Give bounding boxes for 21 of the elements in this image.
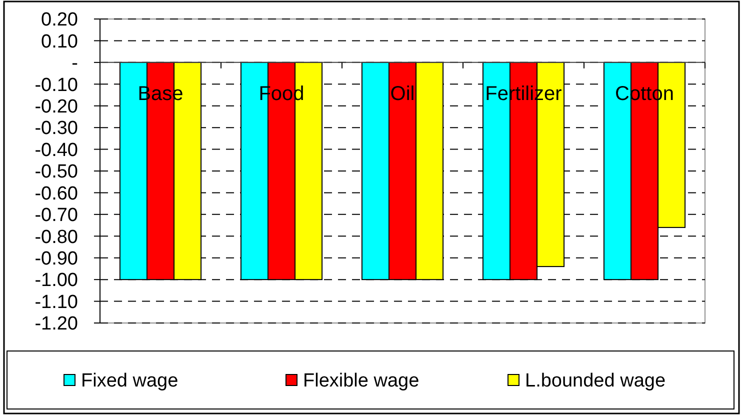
y-tick-label: 0.20: [41, 10, 78, 31]
legend-label: Flexible wage: [303, 370, 420, 392]
x-tick-label: Fertilizer: [485, 82, 562, 105]
legend-label: L.bounded wage: [525, 370, 666, 392]
y-tick-label: -1.10: [34, 292, 78, 313]
y-tick-label: -: [72, 53, 78, 74]
y-tick-label: -0.90: [34, 248, 78, 270]
y-tick-label: -0.80: [34, 226, 78, 248]
y-tick-label: -0.60: [34, 183, 78, 204]
y-tick-label: -0.70: [34, 205, 78, 226]
y-tick-label: -0.50: [34, 162, 78, 183]
legend-label: Fixed wage: [81, 370, 178, 392]
x-tick-label: Oil: [390, 82, 415, 105]
y-tick-label: -0.40: [34, 140, 78, 161]
y-tick-label: 0.10: [41, 31, 78, 52]
y-tick-label: -0.30: [34, 118, 78, 140]
y-tick-label: -0.10: [34, 74, 78, 96]
x-tick-label: Cotton: [615, 82, 674, 105]
y-tick-label: -0.20: [34, 96, 78, 118]
y-tick-label: -1.20: [34, 314, 78, 335]
y-tick-label: -1.00: [34, 270, 78, 292]
